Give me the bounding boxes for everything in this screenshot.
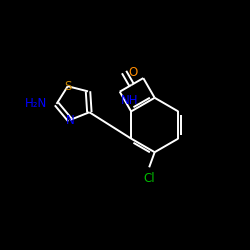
Text: Cl: Cl xyxy=(143,172,155,185)
Text: H₂N: H₂N xyxy=(25,98,47,110)
Text: NH: NH xyxy=(121,94,138,107)
Text: O: O xyxy=(128,66,138,78)
Text: N: N xyxy=(66,114,74,126)
Text: S: S xyxy=(64,80,72,93)
